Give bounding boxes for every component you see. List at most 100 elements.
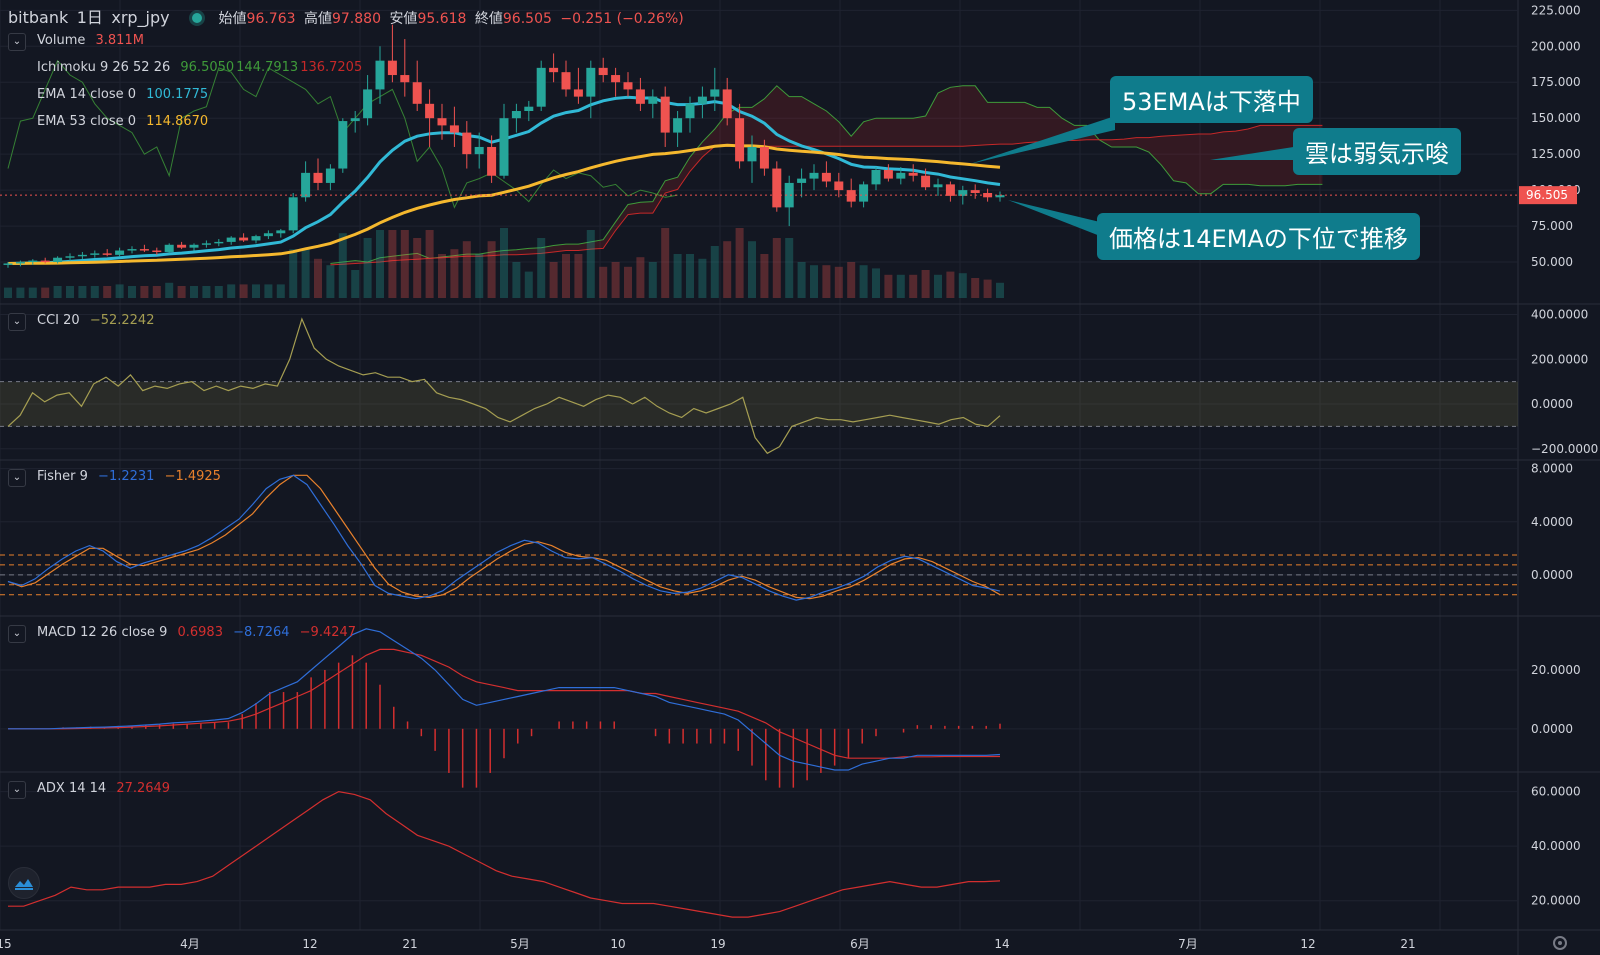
volume-bar: [524, 271, 533, 298]
legend-ema53-name: EMA 53 close 0: [37, 114, 137, 129]
candle-body: [239, 237, 249, 241]
time-axis-label: 6月: [850, 937, 870, 951]
volume-bar: [4, 287, 12, 298]
candle-body: [449, 125, 459, 133]
volume-bar: [512, 262, 521, 298]
fisher-line: [7, 474, 1001, 601]
candle-body: [970, 190, 980, 193]
interval-label[interactable]: 1日: [76, 8, 103, 27]
volume-bar: [562, 254, 570, 298]
candle-body: [115, 250, 125, 255]
volume-bar: [859, 265, 868, 298]
candle-body: [660, 96, 670, 133]
volume-bar: [586, 230, 595, 298]
price-axis-tick-label: 150.000: [1531, 111, 1581, 125]
fisher-collapse-chevron-icon[interactable]: ⌄: [8, 469, 26, 487]
candle-body: [747, 146, 757, 162]
volume-bar: [202, 286, 211, 298]
volume-bar: [450, 249, 459, 298]
price-axis-tick-label: −200.0000: [1531, 442, 1598, 456]
legend-ema14[interactable]: EMA 14 close 0 100.1775: [37, 87, 214, 102]
legend-volume[interactable]: Volume 3.811M: [37, 33, 150, 48]
volume-bar: [760, 254, 769, 298]
volume-bar: [190, 286, 198, 298]
annotation-price[interactable]: 価格は14EMAの下位で推移: [1097, 213, 1420, 260]
candle-body: [288, 197, 298, 231]
tradingview-logo-icon[interactable]: [8, 867, 40, 899]
candle-body: [412, 82, 422, 104]
high-value: 97.880: [331, 11, 381, 27]
time-axis-label: 12: [1300, 937, 1315, 951]
price-axis-tick-label: 75.000: [1531, 219, 1573, 233]
macd-collapse-chevron-icon[interactable]: ⌄: [8, 625, 26, 643]
annotation-ema53-pointer: [970, 116, 1115, 164]
annotation-cloud[interactable]: 雲は弱気示唆: [1293, 128, 1461, 175]
last-price-tag-label: 96.505: [1526, 188, 1568, 202]
legend-cci[interactable]: CCI 20 −52.2242: [37, 313, 160, 328]
volume-bar: [971, 278, 980, 298]
volume-bar: [227, 284, 236, 298]
volume-bar: [537, 238, 546, 298]
legend-macd-v2: −8.7264: [233, 625, 290, 640]
candle-body: [983, 192, 993, 198]
legend-ema53-value: 114.8670: [146, 114, 209, 129]
candle-body: [648, 96, 658, 104]
candle-body: [623, 82, 633, 90]
volume-bar: [636, 257, 645, 298]
ichimoku-span-a-line: [330, 85, 1323, 264]
symbol-name[interactable]: xrp_jpy: [111, 8, 170, 27]
candle-body: [164, 244, 174, 252]
cci-collapse-chevron-icon[interactable]: ⌄: [8, 313, 26, 331]
volume-bar: [66, 286, 74, 298]
legend-ichimoku[interactable]: Ichimoku 9 26 52 26 96.5050 144.7913 136.7…: [37, 60, 368, 75]
volume-bar: [872, 268, 880, 298]
candle-body: [945, 184, 955, 196]
legend-ema53[interactable]: EMA 53 close 0 114.8670: [37, 114, 214, 129]
legend-adx[interactable]: ADX 14 14 27.2649: [37, 781, 176, 796]
annotation-ema53[interactable]: 53EMAは下落中: [1110, 76, 1313, 123]
price-axis-tick-label: 400.0000: [1531, 307, 1588, 321]
candle-body: [561, 72, 571, 90]
candle-body: [325, 168, 335, 183]
exchange-name[interactable]: bitbank: [8, 8, 69, 27]
candle-body: [387, 60, 397, 76]
change-value: −0.251 (−0.26%): [560, 11, 684, 27]
legend-ichimoku-v1: 96.5050: [180, 60, 235, 75]
candle-body: [797, 178, 807, 183]
time-axis-label: 19: [710, 937, 725, 951]
candle-body: [958, 190, 968, 196]
adx-collapse-chevron-icon[interactable]: ⌄: [8, 781, 26, 799]
volume-bar: [28, 287, 37, 298]
volume-bar: [326, 265, 335, 298]
volume-bar: [735, 228, 744, 298]
price-axis-tick-label: 0.0000: [1531, 397, 1573, 411]
volume-bar: [549, 262, 558, 298]
settings-gear-icon[interactable]: [1553, 936, 1567, 950]
candle-body: [226, 237, 236, 242]
volume-bar: [314, 258, 322, 298]
legend-fisher[interactable]: Fisher 9 −1.2231 −1.4925: [37, 469, 227, 484]
macd-signal-line: [8, 648, 1000, 759]
candle-body: [784, 182, 794, 208]
time-axis-label: 12: [302, 937, 317, 951]
candle-body: [313, 172, 323, 183]
legend-cci-value: −52.2242: [89, 313, 155, 328]
price-axis-tick-label: 0.0000: [1531, 722, 1573, 736]
candle-body: [759, 146, 769, 169]
legend-macd[interactable]: MACD 12 26 close 9 0.6983 −8.7264 −9.424…: [37, 625, 362, 640]
volume-bar: [128, 286, 136, 298]
annotation-cloud-pointer: [1210, 146, 1300, 160]
legend-macd-name: MACD 12 26 close 9: [37, 625, 168, 640]
candle-body: [834, 181, 844, 191]
volume-collapse-chevron-icon[interactable]: ⌄: [8, 33, 26, 51]
volume-bar: [140, 286, 149, 298]
candle-body: [821, 172, 831, 182]
cci-line: [7, 317, 1001, 455]
candle-body: [201, 243, 211, 245]
price-axis-tick-label: 175.000: [1531, 75, 1581, 89]
candle-body: [152, 250, 162, 252]
volume-bar: [884, 274, 893, 298]
candle-body: [871, 169, 881, 185]
candle-body: [425, 103, 435, 119]
